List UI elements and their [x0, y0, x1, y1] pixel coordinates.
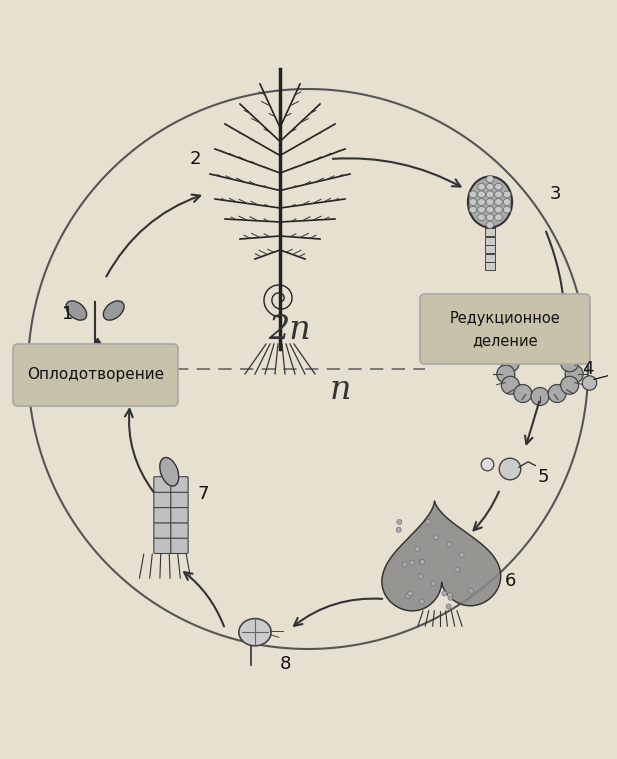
Text: n: n	[330, 374, 352, 406]
FancyBboxPatch shape	[154, 492, 171, 508]
Ellipse shape	[495, 191, 502, 198]
Circle shape	[561, 354, 579, 372]
Circle shape	[409, 560, 415, 565]
Ellipse shape	[160, 458, 179, 486]
Text: деление: деление	[472, 333, 538, 348]
Circle shape	[397, 519, 402, 524]
Circle shape	[468, 588, 474, 594]
Text: Редукционное: Редукционное	[450, 311, 560, 326]
Ellipse shape	[503, 206, 511, 213]
Circle shape	[447, 542, 452, 547]
Circle shape	[497, 365, 515, 383]
FancyBboxPatch shape	[13, 344, 178, 406]
Circle shape	[514, 385, 532, 402]
Circle shape	[455, 567, 460, 572]
Ellipse shape	[469, 199, 477, 206]
Circle shape	[582, 376, 597, 390]
Text: 1: 1	[62, 305, 73, 323]
FancyBboxPatch shape	[420, 294, 590, 364]
FancyBboxPatch shape	[485, 263, 495, 270]
Ellipse shape	[469, 191, 477, 198]
Circle shape	[405, 594, 410, 599]
FancyBboxPatch shape	[154, 477, 171, 493]
Ellipse shape	[66, 301, 86, 320]
Circle shape	[420, 559, 425, 565]
Text: 2n: 2n	[268, 314, 311, 346]
Ellipse shape	[478, 184, 486, 190]
Ellipse shape	[486, 214, 494, 221]
FancyBboxPatch shape	[154, 507, 171, 523]
Circle shape	[514, 345, 532, 364]
Circle shape	[446, 604, 451, 609]
FancyBboxPatch shape	[171, 507, 188, 523]
Text: Оплодотворение: Оплодотворение	[27, 367, 164, 383]
Circle shape	[402, 562, 407, 567]
Ellipse shape	[103, 301, 124, 320]
Circle shape	[448, 595, 453, 600]
FancyBboxPatch shape	[171, 492, 188, 508]
FancyBboxPatch shape	[485, 220, 495, 228]
Ellipse shape	[486, 199, 494, 206]
Text: 8: 8	[280, 655, 291, 673]
Circle shape	[442, 591, 447, 596]
FancyBboxPatch shape	[485, 254, 495, 262]
Ellipse shape	[503, 191, 511, 198]
Circle shape	[548, 385, 566, 402]
Circle shape	[419, 599, 424, 604]
Circle shape	[415, 546, 420, 551]
Circle shape	[418, 574, 423, 579]
Ellipse shape	[486, 222, 494, 228]
Polygon shape	[382, 501, 500, 611]
Ellipse shape	[478, 191, 486, 198]
Ellipse shape	[486, 191, 494, 198]
Circle shape	[396, 528, 401, 532]
Ellipse shape	[478, 206, 486, 213]
Ellipse shape	[486, 184, 494, 190]
Circle shape	[502, 354, 520, 372]
Circle shape	[502, 376, 520, 394]
Circle shape	[548, 345, 566, 364]
Circle shape	[561, 376, 579, 394]
Ellipse shape	[478, 214, 486, 221]
Text: 6: 6	[504, 572, 516, 590]
FancyBboxPatch shape	[485, 237, 495, 244]
Ellipse shape	[495, 199, 502, 206]
Circle shape	[531, 388, 549, 405]
Ellipse shape	[495, 214, 502, 221]
FancyBboxPatch shape	[485, 245, 495, 253]
Text: 5: 5	[537, 468, 549, 486]
Ellipse shape	[469, 206, 477, 213]
FancyBboxPatch shape	[154, 538, 171, 553]
Circle shape	[408, 591, 413, 596]
FancyBboxPatch shape	[171, 523, 188, 538]
Ellipse shape	[486, 206, 494, 213]
Circle shape	[499, 458, 521, 480]
Circle shape	[447, 592, 453, 597]
FancyBboxPatch shape	[485, 228, 495, 236]
Circle shape	[426, 519, 431, 524]
Ellipse shape	[495, 206, 502, 213]
Circle shape	[565, 365, 583, 383]
Circle shape	[481, 458, 494, 471]
FancyBboxPatch shape	[154, 523, 171, 538]
Circle shape	[419, 559, 424, 564]
Text: 2: 2	[189, 150, 201, 168]
Circle shape	[433, 535, 439, 540]
Circle shape	[459, 553, 464, 557]
Ellipse shape	[486, 175, 494, 182]
Text: 3: 3	[549, 185, 561, 203]
Circle shape	[431, 581, 436, 586]
Circle shape	[531, 342, 549, 361]
FancyBboxPatch shape	[171, 538, 188, 553]
Text: 4: 4	[582, 360, 594, 378]
Ellipse shape	[495, 184, 502, 190]
Ellipse shape	[503, 199, 511, 206]
Ellipse shape	[478, 199, 486, 206]
Ellipse shape	[239, 619, 271, 646]
FancyBboxPatch shape	[171, 477, 188, 493]
Text: 7: 7	[197, 485, 209, 503]
Ellipse shape	[468, 177, 512, 228]
